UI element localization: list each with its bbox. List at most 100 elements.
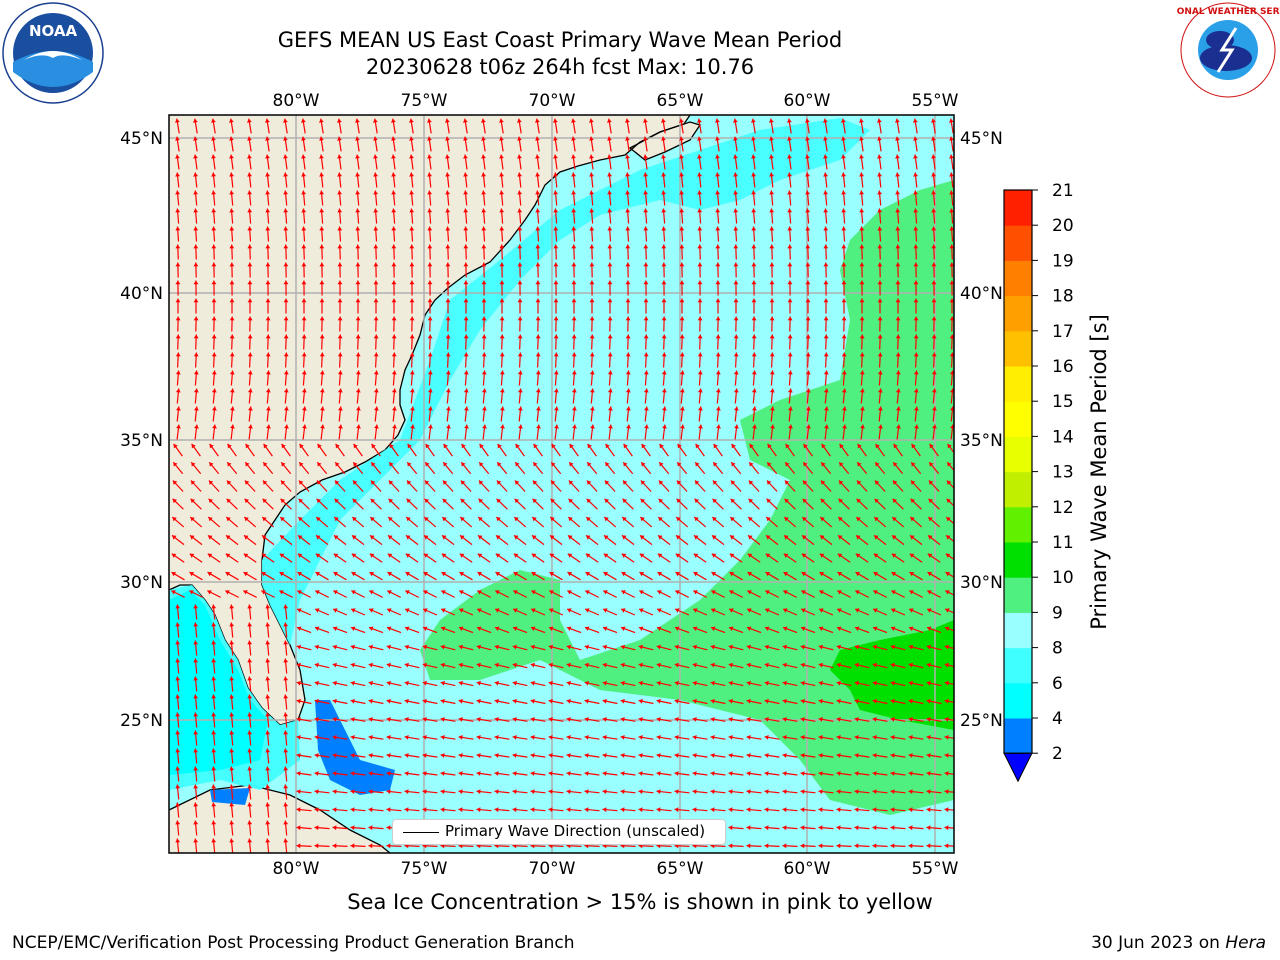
wave-direction-arrowhead <box>710 789 715 794</box>
wave-direction-arrowhead <box>805 118 810 123</box>
wave-direction-arrowhead <box>283 712 289 717</box>
wave-direction-arrowhead <box>533 462 538 467</box>
wave-direction-arrowhead <box>662 424 667 429</box>
wave-direction-arrowhead <box>604 517 609 522</box>
wave-direction-arrowhead <box>463 172 468 177</box>
wave-direction-arrowhead <box>625 352 631 357</box>
wave-direction-arrowhead <box>584 771 589 776</box>
wave-direction-arrowhead <box>499 136 504 141</box>
wave-direction-arrowhead <box>247 640 253 645</box>
wave-direction-arrowhead <box>657 572 662 577</box>
wave-direction-arrowhead <box>859 244 865 249</box>
wave-direction-arrowhead <box>247 604 253 609</box>
wave-direction-arrowhead <box>535 388 541 393</box>
wave-direction-arrowhead <box>422 807 427 813</box>
wave-direction-arrowhead <box>857 443 862 449</box>
wave-direction-arrowhead <box>949 190 954 195</box>
wave-direction-arrowhead <box>589 370 595 375</box>
wave-direction-arrowhead <box>913 136 918 141</box>
wave-direction-arrowhead <box>190 480 196 485</box>
wave-direction-arrowhead <box>208 517 213 522</box>
wave-direction-arrowhead <box>568 517 573 522</box>
wave-direction-arrowhead <box>171 553 177 558</box>
wave-direction-arrowhead <box>442 480 448 485</box>
wave-direction-arrowhead <box>440 771 445 776</box>
wave-direction-arrowhead <box>800 843 805 849</box>
wave-direction-arrowhead <box>805 298 811 303</box>
wave-direction-arrowhead <box>787 208 793 213</box>
wave-direction-arrowhead <box>607 154 612 159</box>
wave-direction-arrowhead <box>247 388 253 393</box>
wave-direction-arrowhead <box>890 825 895 831</box>
wave-direction-arrowhead <box>463 262 469 267</box>
wave-direction-arrowhead <box>441 553 447 558</box>
wave-direction-arrowhead <box>229 280 235 285</box>
wave-direction-arrowhead <box>620 644 625 650</box>
wave-direction-arrowhead <box>404 717 409 722</box>
wave-direction-arrowhead <box>913 334 919 339</box>
wave-direction-arrowhead <box>427 388 433 393</box>
wave-direction-arrowhead <box>787 334 793 339</box>
wave-direction-arrowhead <box>373 370 379 375</box>
wave-direction-arrowhead <box>749 443 754 449</box>
wave-direction-arrowhead <box>553 352 559 357</box>
wave-direction-arrowhead <box>607 280 613 285</box>
wave-direction-arrowhead <box>716 424 721 429</box>
wave-direction-arrowhead <box>445 244 451 249</box>
wave-direction-arrowhead <box>373 352 379 357</box>
wave-direction-arrowhead <box>913 208 919 213</box>
wave-direction-arrowhead <box>211 118 216 123</box>
wave-direction-arrowhead <box>427 334 433 339</box>
wave-direction-arrowhead <box>693 626 698 631</box>
wave-direction-arrowhead <box>697 334 703 339</box>
wave-direction-arrowhead <box>440 680 445 686</box>
wave-direction-arrowhead <box>945 553 951 558</box>
wave-direction-arrowhead <box>535 352 541 357</box>
wave-direction-arrowhead <box>855 608 860 613</box>
wave-direction-arrowhead <box>949 136 954 141</box>
wave-direction-arrowhead <box>697 262 703 267</box>
wave-direction-arrowhead <box>319 316 325 321</box>
wave-direction-arrowhead <box>175 388 181 393</box>
coastline-cuba <box>169 784 391 853</box>
wave-direction-arrowhead <box>499 118 504 123</box>
wave-direction-arrowhead <box>373 118 378 123</box>
wave-direction-arrowhead <box>638 717 643 722</box>
wave-direction-arrowhead <box>314 789 319 794</box>
chart-subtitle: 20230628 t06z 264h fcst Max: 10.76 <box>365 55 755 79</box>
wave-direction-arrowhead <box>535 280 541 285</box>
nws-logo-text: NATIONAL WEATHER SERVICE <box>1176 7 1280 17</box>
wave-direction-arrowhead <box>351 626 356 631</box>
wave-direction-arrowhead <box>910 480 916 485</box>
wave-direction-arrowhead <box>532 517 537 522</box>
colorbar-tick-label: 13 <box>1052 463 1074 483</box>
wave-direction-arrowhead <box>386 825 391 831</box>
wave-direction-arrowhead <box>229 676 235 681</box>
wave-direction-arrowhead <box>787 154 792 159</box>
wave-direction-arrowhead <box>211 388 217 393</box>
wave-direction-arrowhead <box>211 244 217 249</box>
wave-direction-arrowhead <box>405 608 410 613</box>
wave-direction-arrowhead <box>404 698 409 704</box>
wave-direction-arrowhead <box>193 730 199 735</box>
wave-direction-arrowhead <box>370 517 375 522</box>
wave-direction-arrowhead <box>548 753 553 758</box>
wave-direction-arrowhead <box>621 608 626 613</box>
wave-direction-arrowhead <box>800 807 805 813</box>
wave-direction-arrowhead <box>805 388 811 393</box>
wave-direction-arrowhead <box>837 590 842 595</box>
wave-direction-arrowhead <box>463 154 468 159</box>
wave-direction-arrowhead <box>765 572 770 577</box>
wave-direction-arrowhead <box>782 825 787 831</box>
wave-direction-arrowhead <box>315 572 320 577</box>
wave-direction-arrowhead <box>693 572 698 577</box>
wave-direction-arrowhead <box>729 553 735 558</box>
wave-direction-arrowhead <box>373 154 378 159</box>
wave-direction-arrowhead <box>746 698 751 704</box>
wave-direction-arrowhead <box>643 298 649 303</box>
wave-direction-arrowhead <box>751 298 757 303</box>
wave-direction-arrowhead <box>823 262 829 267</box>
wave-direction-arrowhead <box>767 462 772 467</box>
wave-direction-arrowhead <box>659 462 664 467</box>
wave-direction-arrowhead <box>514 498 519 504</box>
